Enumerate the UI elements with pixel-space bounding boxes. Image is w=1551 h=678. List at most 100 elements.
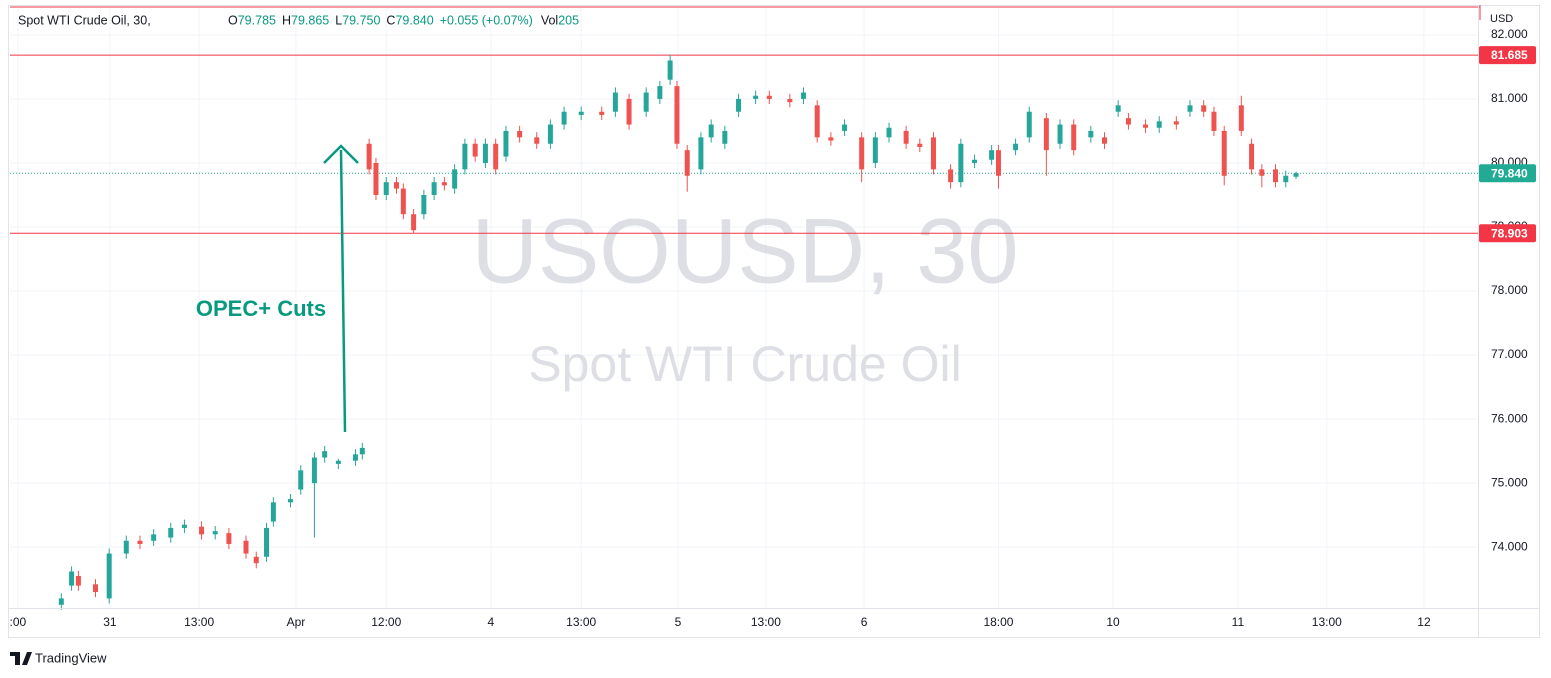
- candle-body: [1283, 175, 1289, 183]
- candle-body: [801, 92, 807, 99]
- candle-body: [766, 95, 772, 99]
- candle-body: [872, 137, 878, 163]
- candle-body: [226, 533, 232, 544]
- candle-body: [151, 534, 157, 541]
- y-tick-label: 77.000: [1491, 347, 1528, 361]
- x-tick-label: 6: [861, 615, 868, 629]
- y-tick-label: 75.000: [1491, 475, 1528, 489]
- branding: TradingView: [10, 650, 107, 665]
- candle-body: [287, 499, 293, 503]
- candle-body: [335, 460, 341, 464]
- candle-body: [393, 182, 399, 189]
- x-tick-label: 13:00: [184, 615, 214, 629]
- candles: [58, 55, 1299, 610]
- candle-body: [958, 143, 964, 183]
- candle-body: [69, 571, 75, 586]
- candle-body: [503, 130, 509, 157]
- candle-body: [547, 124, 553, 144]
- candle-body: [322, 451, 328, 458]
- candle-body: [472, 143, 478, 157]
- x-tick-label: 12:00: [371, 615, 401, 629]
- tradingview-logo: [10, 652, 32, 665]
- x-tick-label: :00: [10, 615, 27, 629]
- candle-body: [1125, 118, 1131, 125]
- candle-body: [886, 127, 892, 138]
- candle-body: [1273, 169, 1279, 183]
- ohlc-value: 79.865: [291, 13, 329, 27]
- ohlc-value: 79.785: [238, 13, 276, 27]
- ohlc-label: L: [335, 13, 342, 27]
- candle-body: [1102, 137, 1108, 144]
- candle-body: [842, 124, 848, 131]
- x-tick-label: 31: [103, 615, 117, 629]
- legend-header: Spot WTI Crude Oil, 30, O 79.785 H 79.865 L 7…: [18, 13, 579, 27]
- candle-body: [1221, 130, 1227, 176]
- x-tick-label: 13:00: [566, 615, 596, 629]
- candle-body: [578, 111, 584, 115]
- candle-body: [212, 531, 218, 535]
- price-badge: [1479, 164, 1536, 183]
- candle-body: [373, 162, 379, 195]
- candle-body: [1115, 105, 1121, 112]
- candle-body: [75, 575, 81, 586]
- watermark-subtitle: Spot WTI Crude Oil: [528, 336, 961, 392]
- candle-body: [243, 540, 249, 554]
- candle-body: [534, 137, 540, 144]
- ohlc-label: O: [228, 13, 238, 27]
- candle-body: [828, 137, 834, 141]
- candle-body: [674, 86, 680, 144]
- candle-body: [1249, 143, 1255, 170]
- candle-body: [181, 524, 187, 528]
- volume-value: 205: [558, 13, 579, 27]
- ohlc-value: 79.750: [342, 13, 380, 27]
- candle-body: [722, 130, 728, 144]
- price-badge: [1479, 46, 1536, 65]
- x-tick-label: 18:00: [983, 615, 1013, 629]
- candle-body: [1043, 118, 1049, 151]
- x-tick-label: 12: [1417, 615, 1431, 629]
- candle-body: [123, 540, 129, 554]
- x-tick-label: 11: [1232, 615, 1245, 629]
- candle-body: [93, 584, 99, 592]
- candle-body: [431, 182, 437, 195]
- candle-body: [1156, 121, 1162, 128]
- price-badge-label: 81.685: [1491, 48, 1528, 62]
- candle-body: [995, 150, 1001, 176]
- price-badge: [1479, 224, 1536, 243]
- candle-body: [698, 137, 704, 170]
- x-tick-label: 5: [675, 615, 682, 629]
- x-tick-label: 10: [1106, 615, 1120, 629]
- candle-body: [253, 556, 259, 564]
- candle-body: [859, 137, 865, 170]
- candle-body: [787, 98, 793, 103]
- candle-body: [1071, 124, 1077, 151]
- candle-body: [1259, 169, 1265, 176]
- candle-body: [599, 111, 605, 115]
- ohlc-label: H: [282, 13, 291, 27]
- candle-body: [400, 188, 406, 215]
- chart-frame: [8, 5, 1540, 638]
- candle-body: [626, 98, 632, 125]
- annotation-arrow: [339, 149, 347, 433]
- ohlc-label: C: [386, 13, 395, 27]
- candle-body: [298, 470, 304, 490]
- price-badge-label: 78.903: [1491, 226, 1528, 240]
- candle-body: [137, 540, 143, 544]
- candle-body: [366, 143, 372, 170]
- candle-body: [352, 454, 358, 461]
- candle-body: [58, 598, 64, 605]
- y-tick-label: 78.000: [1491, 283, 1528, 297]
- x-tick-label: 13:00: [1312, 615, 1342, 629]
- candle-body: [948, 169, 954, 183]
- candle-body: [612, 92, 618, 112]
- levels: [10, 54, 1478, 234]
- candle-body: [106, 553, 112, 599]
- candle-body: [462, 143, 468, 170]
- candle-body: [1201, 105, 1207, 112]
- ohlc-value: 79.840: [395, 13, 433, 27]
- candle-body: [1143, 124, 1149, 128]
- candle-body: [441, 182, 447, 186]
- candle-body: [1211, 111, 1217, 131]
